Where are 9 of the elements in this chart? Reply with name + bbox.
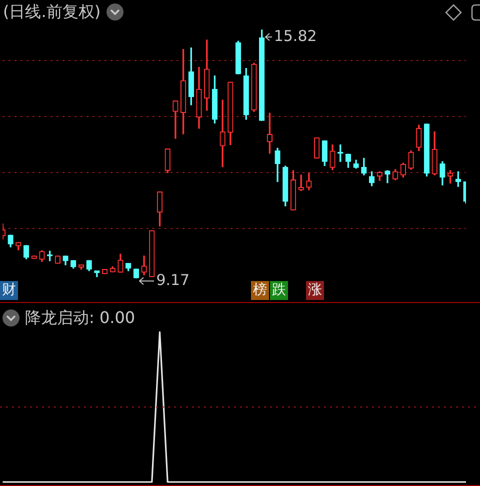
annotation: 9.17	[156, 270, 190, 289]
text: 榜	[251, 281, 269, 300]
text: 跌	[270, 281, 288, 300]
annotation: 15.82	[274, 26, 317, 45]
candlestick	[220, 100, 226, 168]
text: 财	[0, 281, 18, 300]
chart-title: (日线.前复权)	[3, 2, 101, 22]
chart-title: 降龙启动: 0.00	[25, 308, 136, 328]
text: 涨	[306, 281, 324, 300]
